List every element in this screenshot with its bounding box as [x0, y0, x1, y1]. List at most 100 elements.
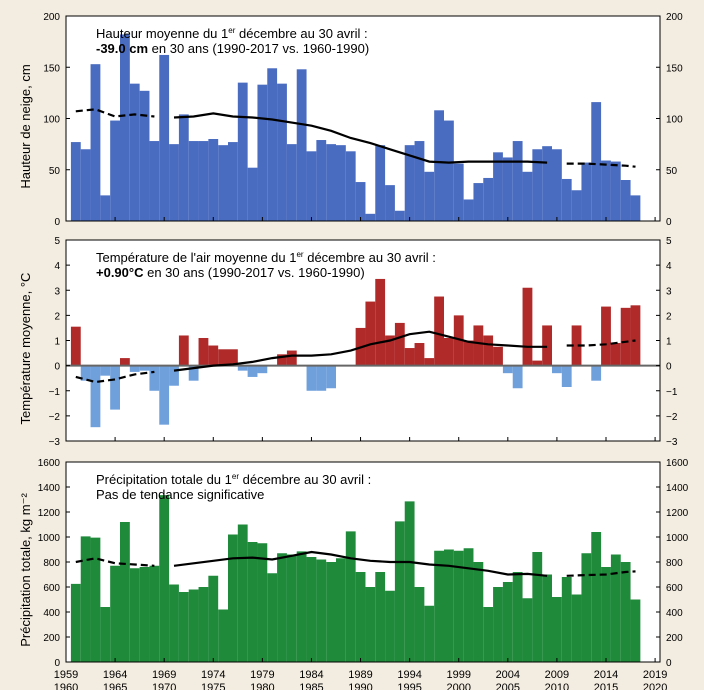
bar-1962 [90, 537, 101, 663]
bar-1978 [247, 167, 258, 221]
bar-2004 [502, 365, 513, 374]
bar-2014 [601, 160, 611, 221]
bar-2010 [561, 178, 572, 221]
y-tick-label-right: 0 [666, 217, 672, 228]
bar-1979 [257, 365, 268, 374]
y-tick-label-left: 0 [54, 217, 60, 228]
bar-2016 [620, 180, 631, 221]
bar-1979 [257, 543, 268, 662]
x-tick-label-secondary: 2000 [446, 682, 470, 690]
x-tick-label: 1989 [348, 669, 372, 681]
bar-1989 [355, 572, 366, 662]
bar-1983 [296, 551, 307, 663]
bar-1991 [375, 572, 386, 662]
panel-3: 0 0 200 200 400 400 600 600 800 800 1000 1000 1200 12… [18, 458, 689, 669]
bar-1972 [188, 589, 199, 662]
bar-1986 [326, 562, 336, 662]
bar-1972 [188, 141, 199, 221]
bar-1996 [424, 171, 435, 221]
x-tick-label-secondary: 2010 [545, 682, 569, 690]
y-tick-label-left: 200 [43, 633, 60, 644]
bar-1997 [434, 296, 444, 366]
panel-title-line1: Hauteur moyenne du 1er décembre au 30 av… [96, 26, 368, 41]
x-tick-label: 2009 [545, 669, 569, 681]
bar-1991 [375, 278, 386, 366]
bar-2013 [591, 365, 602, 381]
bar-2000 [463, 548, 474, 662]
bar-1992 [385, 335, 395, 366]
bar-1984 [306, 365, 317, 391]
bar-2004 [502, 157, 513, 221]
bar-1965 [120, 34, 130, 222]
bar-1960 [70, 326, 81, 366]
bar-1971 [178, 335, 189, 366]
bar-1961 [80, 149, 91, 221]
bar-1967 [139, 567, 150, 662]
y-tick-label-right: 4 [666, 261, 672, 272]
bar-2008 [542, 574, 552, 662]
trend-line [173, 550, 548, 577]
bar-1995 [414, 587, 425, 662]
y-tick-label-left: 150 [43, 63, 60, 74]
bar-1981 [277, 553, 287, 662]
bar-1965 [120, 522, 130, 662]
bar-2001 [473, 562, 484, 662]
x-tick-label: 2004 [496, 669, 520, 681]
x-tick-label-secondary: 1965 [103, 682, 127, 690]
bar-1995 [414, 141, 425, 221]
bar-1976 [228, 534, 238, 662]
bar-2011 [571, 325, 582, 366]
trend-line-dashed-start [75, 370, 155, 384]
bar-2010 [561, 577, 572, 662]
bar-1963 [100, 365, 111, 376]
bar-1998 [444, 549, 454, 662]
bar-1961 [80, 536, 91, 663]
bar-2012 [581, 553, 592, 662]
trend-line-dashed-end [566, 162, 636, 168]
bar-2012 [581, 162, 592, 221]
x-tick-label: 1964 [103, 669, 127, 681]
panel-title-line2: -39.0 cm en 30 ans (1990-2017 vs. 1960-1… [96, 41, 369, 56]
bar-1966 [129, 83, 140, 222]
bar-1988 [345, 531, 356, 663]
bar-1995 [414, 343, 425, 366]
bar-1985 [316, 365, 327, 391]
bar-1960 [70, 142, 81, 221]
y-tick-label-left: 100 [43, 115, 60, 126]
y-tick-label-right: 1 [666, 337, 672, 348]
y-tick-label-right: 800 [666, 558, 683, 569]
y-tick-label-right: 1600 [666, 458, 689, 469]
y-tick-label-left: 0 [54, 658, 60, 669]
y-tick-label-left: 4 [54, 261, 60, 272]
bar-1986 [326, 365, 336, 389]
y-tick-label-left: 1600 [38, 458, 61, 469]
bar-2006 [522, 598, 533, 662]
bar-2011 [571, 594, 582, 662]
y-tick-label-right: 50 [666, 166, 678, 177]
y-tick-label-left: 2 [54, 311, 60, 322]
bar-1986 [326, 144, 336, 222]
y-tick-label-left: −3 [49, 437, 61, 448]
bar-1994 [404, 501, 415, 663]
bar-2002 [483, 335, 494, 366]
y-tick-label-left: 1200 [38, 508, 61, 519]
panel-title-line1: Précipitation totale du 1er décembre au … [96, 472, 371, 487]
x-tick-label: 1969 [152, 669, 176, 681]
bar-2016 [620, 307, 631, 366]
bar-1973 [198, 141, 209, 221]
bar-2003 [493, 346, 503, 366]
bar-1990 [365, 213, 376, 221]
y-tick-label-right: 200 [666, 633, 683, 644]
bar-1973 [198, 587, 209, 662]
bar-1978 [247, 365, 258, 377]
bar-2014 [601, 306, 611, 366]
bar-2017 [630, 195, 641, 222]
bar-1963 [100, 607, 111, 662]
y-tick-label-right: 2 [666, 311, 672, 322]
bar-1982 [286, 350, 297, 366]
bar-1964 [110, 565, 120, 662]
bar-2006 [522, 287, 533, 366]
x-tick-label-secondary: 2020 [643, 682, 667, 690]
bar-1980 [267, 68, 278, 221]
bar-1979 [257, 84, 268, 221]
